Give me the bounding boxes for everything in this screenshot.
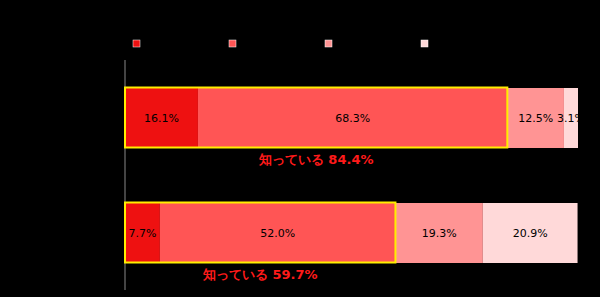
svg-text:20.9%: 20.9%	[513, 227, 548, 240]
svg-text:知っている 84.4%: 知っている 84.4%	[258, 152, 374, 167]
svg-text:68.3%: 68.3%	[335, 112, 370, 125]
svg-text:3.1%: 3.1%	[557, 112, 585, 125]
svg-text:52.0%: 52.0%	[260, 227, 295, 240]
svg-text:知っている 59.7%: 知っている 59.7%	[202, 267, 318, 282]
svg-text:7.7%: 7.7%	[128, 227, 156, 240]
svg-text:16.1%: 16.1%	[144, 112, 179, 125]
svg-text:19.3%: 19.3%	[422, 227, 457, 240]
svg-text:12.5%: 12.5%	[518, 112, 553, 125]
